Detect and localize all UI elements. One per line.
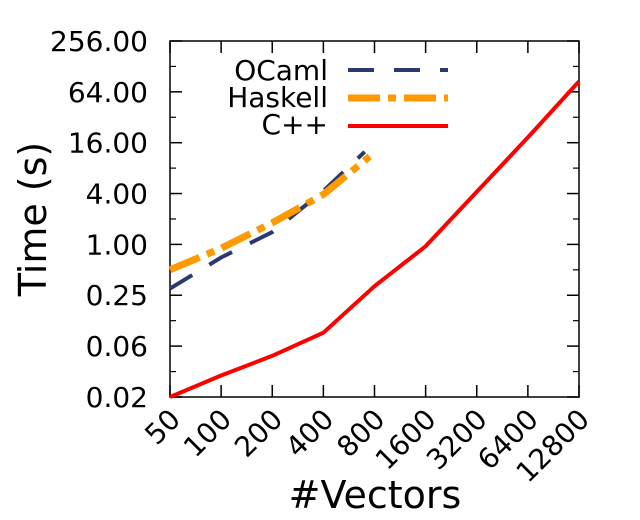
y-tick-label: 0.25 [86,279,148,312]
series-lines [168,80,581,399]
y-tick-label: 4.00 [86,178,148,211]
series-line-haskell [168,153,372,274]
y-tick-label: 64.00 [68,76,148,109]
y-tick-label: 256.00 [50,25,148,58]
series-line-ocaml [168,150,367,291]
y-tick-labels: 0.02 0.06 0.25 1.00 4.00 16.00 64.00 256.00 [50,25,148,414]
y-tick-label: 0.06 [86,330,148,363]
x-tick-label: 400 [279,403,340,464]
y-tick-label: 16.00 [68,127,148,160]
legend-label-haskell: Haskell [227,81,328,114]
axis-ticks [169,40,580,398]
series-line-cpp [169,80,581,399]
x-axis-title: #Vectors [289,473,462,517]
y-tick-label: 1.00 [86,228,148,261]
y-axis-title: Time (s) [11,142,55,298]
x-tick-label: 200 [228,403,289,464]
legend-label-ocaml: OCaml [234,54,328,87]
legend-label-cpp: C++ [262,108,328,141]
y-tick-label: 0.02 [86,381,148,414]
x-tick-label: 100 [177,403,238,464]
legend: OCaml Haskell C++ [227,54,448,141]
